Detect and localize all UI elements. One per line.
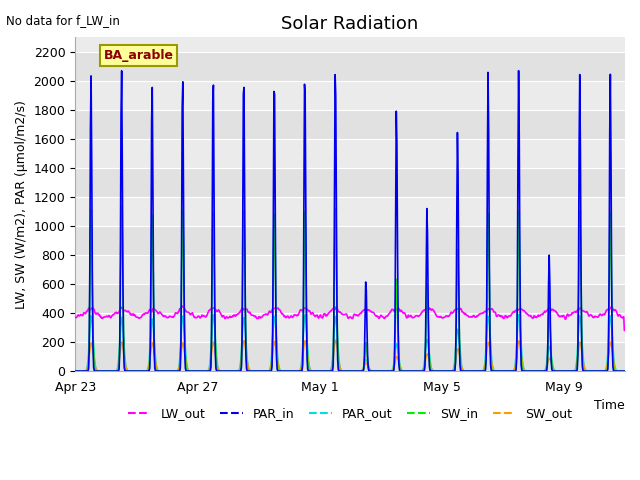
SW_in	[621, 368, 629, 374]
SW_in	[202, 368, 209, 374]
PAR_in	[515, 68, 522, 73]
SW_out	[383, 368, 391, 374]
SW_in	[272, 301, 280, 307]
LW_out	[621, 328, 629, 334]
SW_out	[91, 362, 99, 368]
PAR_in	[516, 255, 524, 261]
PAR_out	[91, 360, 99, 365]
LW_out	[516, 306, 524, 312]
SW_out	[271, 340, 279, 346]
PAR_out	[301, 313, 308, 319]
LW_out	[383, 313, 391, 319]
LW_out	[71, 314, 79, 320]
LW_out	[91, 310, 99, 315]
Bar	[75, 342, 625, 371]
Legend: LW_out, PAR_in, PAR_out, SW_in, SW_out: LW_out, PAR_in, PAR_out, SW_in, SW_out	[123, 402, 577, 425]
SW_out	[301, 339, 308, 345]
PAR_in	[301, 81, 308, 87]
Text: BA_arable: BA_arable	[104, 49, 173, 62]
SW_out	[332, 337, 340, 343]
LW_out	[272, 306, 280, 312]
Line: LW_out: LW_out	[75, 306, 625, 331]
SW_out	[71, 368, 79, 374]
LW_out	[179, 303, 187, 309]
Bar	[75, 226, 625, 255]
SW_out	[201, 368, 209, 374]
PAR_in	[271, 203, 279, 208]
Line: PAR_out: PAR_out	[75, 315, 625, 371]
Bar	[75, 168, 625, 197]
LW_out	[621, 328, 628, 334]
PAR_out	[621, 368, 629, 374]
SW_in	[383, 368, 391, 374]
Text: No data for f_LW_in: No data for f_LW_in	[6, 14, 120, 27]
PAR_out	[516, 320, 524, 326]
SW_out	[516, 341, 524, 347]
Bar	[75, 284, 625, 313]
PAR_in	[383, 368, 390, 374]
SW_in	[516, 276, 524, 282]
SW_in	[301, 211, 309, 217]
SW_in	[91, 367, 99, 373]
LW_out	[202, 313, 209, 319]
PAR_in	[91, 368, 99, 374]
PAR_in	[201, 368, 209, 374]
SW_out	[621, 368, 629, 374]
X-axis label: Time: Time	[595, 399, 625, 412]
PAR_in	[71, 368, 79, 374]
SW_in	[71, 368, 79, 374]
Y-axis label: LW, SW (W/m2), PAR (μmol/m2/s): LW, SW (W/m2), PAR (μmol/m2/s)	[15, 100, 28, 309]
Bar	[75, 52, 625, 81]
Line: SW_in: SW_in	[75, 206, 625, 371]
LW_out	[301, 305, 309, 311]
PAR_out	[71, 368, 79, 374]
PAR_out	[383, 368, 390, 374]
PAR_out	[201, 368, 209, 374]
Line: SW_out: SW_out	[75, 340, 625, 371]
Bar	[75, 110, 625, 139]
PAR_out	[515, 312, 522, 318]
PAR_out	[271, 318, 279, 324]
SW_in	[118, 203, 125, 209]
Title: Solar Radiation: Solar Radiation	[282, 15, 419, 33]
PAR_in	[621, 368, 629, 374]
Line: PAR_in: PAR_in	[75, 71, 625, 371]
